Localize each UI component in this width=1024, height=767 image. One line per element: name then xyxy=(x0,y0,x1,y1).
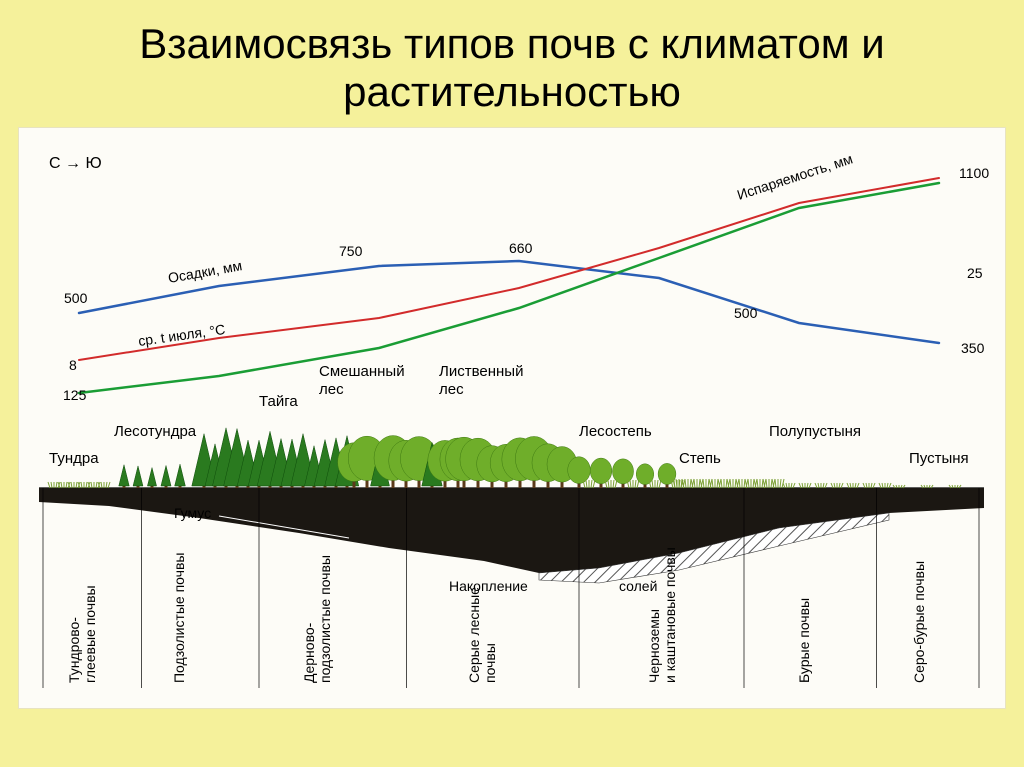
zone-label-4b: лес xyxy=(439,381,464,398)
value-label-7: 8 xyxy=(69,357,77,373)
direction-label: С → Ю xyxy=(49,155,102,172)
zone-label-7: Полупустыня xyxy=(769,423,861,440)
value-label-2: 500 xyxy=(734,305,758,321)
zone-label-3: Смешанный xyxy=(319,363,405,380)
value-label-6: 500 xyxy=(64,290,88,306)
diagram-svg: С → ЮОсадки, ммИспаряемость, ммср. t июл… xyxy=(19,128,1005,706)
value-label-0: 1100 xyxy=(959,165,989,181)
humus-label: Гумус xyxy=(174,505,211,521)
value-label-4: 660 xyxy=(509,240,533,256)
value-label-1: 25 xyxy=(967,265,983,281)
zone-label-2: Тайга xyxy=(259,393,298,410)
salt-label-accum: Накопление xyxy=(449,578,528,594)
zone-label-5: Лесостепь xyxy=(579,423,652,440)
zone-label-6: Степь xyxy=(679,450,721,467)
salt-label-salts: солей xyxy=(619,578,657,594)
soil-label-1: Подзолистые почвы xyxy=(171,552,187,682)
zone-label-1: Лесотундра xyxy=(114,423,197,440)
soil-label-5: Бурые почвы xyxy=(796,597,812,682)
soil-climate-diagram: С → ЮОсадки, ммИспаряемость, ммср. t июл… xyxy=(18,127,1006,709)
soil-label-6: Серо-бурые почвы xyxy=(911,561,927,683)
value-label-3: 350 xyxy=(961,340,985,356)
value-label-8: 125 xyxy=(63,387,87,403)
page-title: Взаимосвязь типов почв с климатом и раст… xyxy=(0,0,1024,127)
zone-label-3b: лес xyxy=(319,381,344,398)
zone-label-8: Пустыня xyxy=(909,450,969,467)
zone-label-0: Тундра xyxy=(49,450,99,467)
value-label-5: 750 xyxy=(339,243,363,259)
zone-label-4: Лиственный xyxy=(439,363,523,380)
